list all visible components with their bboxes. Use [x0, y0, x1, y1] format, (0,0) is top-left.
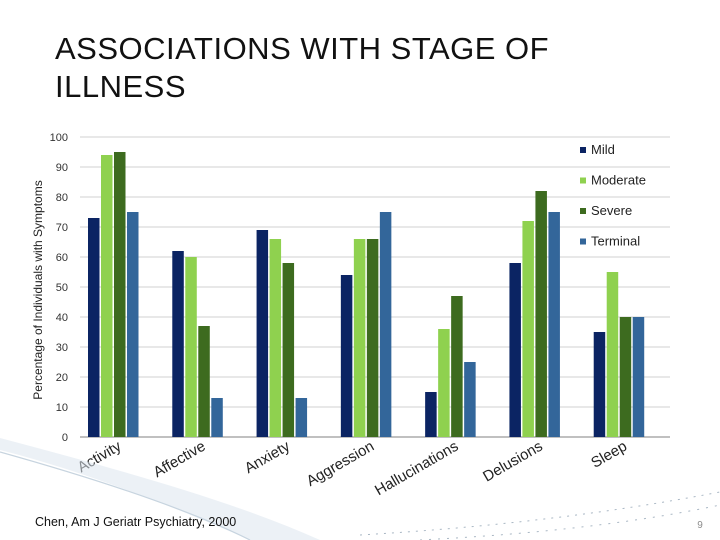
legend-swatch: [580, 238, 586, 245]
bar: [619, 317, 632, 437]
x-tick-label: Affective: [150, 438, 208, 481]
bar: [509, 263, 521, 437]
y-tick-label: 10: [56, 402, 68, 414]
bar: [379, 212, 392, 437]
bar: [340, 275, 353, 437]
bar: [256, 230, 269, 437]
bar: [88, 218, 100, 437]
bar: [425, 392, 437, 437]
bar: [295, 398, 308, 437]
x-tick-label: Anxiety: [242, 437, 294, 477]
bar: [353, 239, 366, 437]
y-tick-label: 80: [56, 192, 68, 204]
bar: [438, 329, 450, 437]
bar: [282, 263, 295, 437]
y-tick-label: 70: [56, 222, 68, 234]
y-tick-label: 40: [56, 312, 68, 324]
legend-swatch: [580, 147, 586, 153]
bar: [172, 251, 184, 437]
source-citation: Chen, Am J Geriatr Psychiatry, 2000: [35, 515, 237, 529]
slide-title: ASSOCIATIONS WITH STAGE OF ILLNESS: [55, 31, 550, 104]
legend-swatch: [580, 177, 586, 184]
bars: [88, 152, 645, 437]
legend-label: Severe: [591, 203, 632, 218]
bar: [606, 272, 619, 437]
legend-label: Moderate: [591, 173, 646, 188]
slide-number: 9: [697, 520, 703, 531]
y-tick-label: 0: [62, 432, 68, 444]
y-tick-label: 60: [56, 252, 68, 264]
bar: [593, 332, 606, 437]
bar: [535, 191, 547, 437]
y-tick-label: 20: [56, 372, 68, 384]
legend-label: Terminal: [591, 234, 640, 249]
x-tick-label: Hallucinations: [372, 438, 461, 499]
bar: [366, 239, 379, 437]
bar: [211, 398, 223, 437]
bar: [522, 221, 534, 437]
y-tick-label: 100: [50, 132, 68, 144]
legend-swatch: [580, 208, 586, 214]
x-tick-label: Aggression: [304, 438, 377, 490]
bar: [451, 296, 463, 437]
bar: [185, 257, 197, 437]
bar: [632, 317, 645, 437]
x-tick-label: Activity: [75, 437, 125, 476]
y-tick-label: 50: [56, 282, 68, 294]
bar: [464, 362, 476, 437]
y-axis-title: Percentage of Individuals with Symptoms: [31, 180, 45, 399]
legend: Mild Moderate Severe Terminal: [580, 142, 646, 249]
y-tick-label: 90: [56, 162, 68, 174]
x-tick-label: Sleep: [588, 438, 630, 472]
y-tick-label: 30: [56, 342, 68, 354]
bar: [114, 152, 126, 437]
bar: [548, 212, 560, 437]
bar: [127, 212, 139, 437]
legend-label: Mild: [591, 142, 615, 157]
bar: [198, 326, 210, 437]
bar: [269, 239, 282, 437]
x-tick-label: Delusions: [480, 438, 546, 486]
bar: [101, 155, 113, 437]
